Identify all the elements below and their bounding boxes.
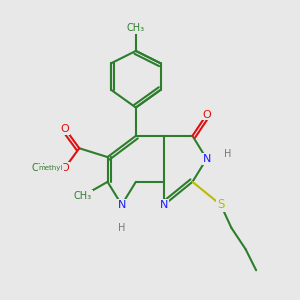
Text: CH₃: CH₃ <box>74 191 92 201</box>
Text: H: H <box>224 148 232 158</box>
Text: CH₃: CH₃ <box>127 23 145 33</box>
Text: S: S <box>217 198 224 211</box>
Text: methyl: methyl <box>39 165 63 171</box>
Text: O: O <box>202 110 211 120</box>
Text: N: N <box>202 154 211 164</box>
Text: H: H <box>118 223 125 233</box>
Text: O: O <box>61 163 70 173</box>
Text: O: O <box>61 124 70 134</box>
Text: N: N <box>160 200 168 210</box>
Text: N: N <box>118 200 126 210</box>
Text: CH₃: CH₃ <box>31 163 50 173</box>
